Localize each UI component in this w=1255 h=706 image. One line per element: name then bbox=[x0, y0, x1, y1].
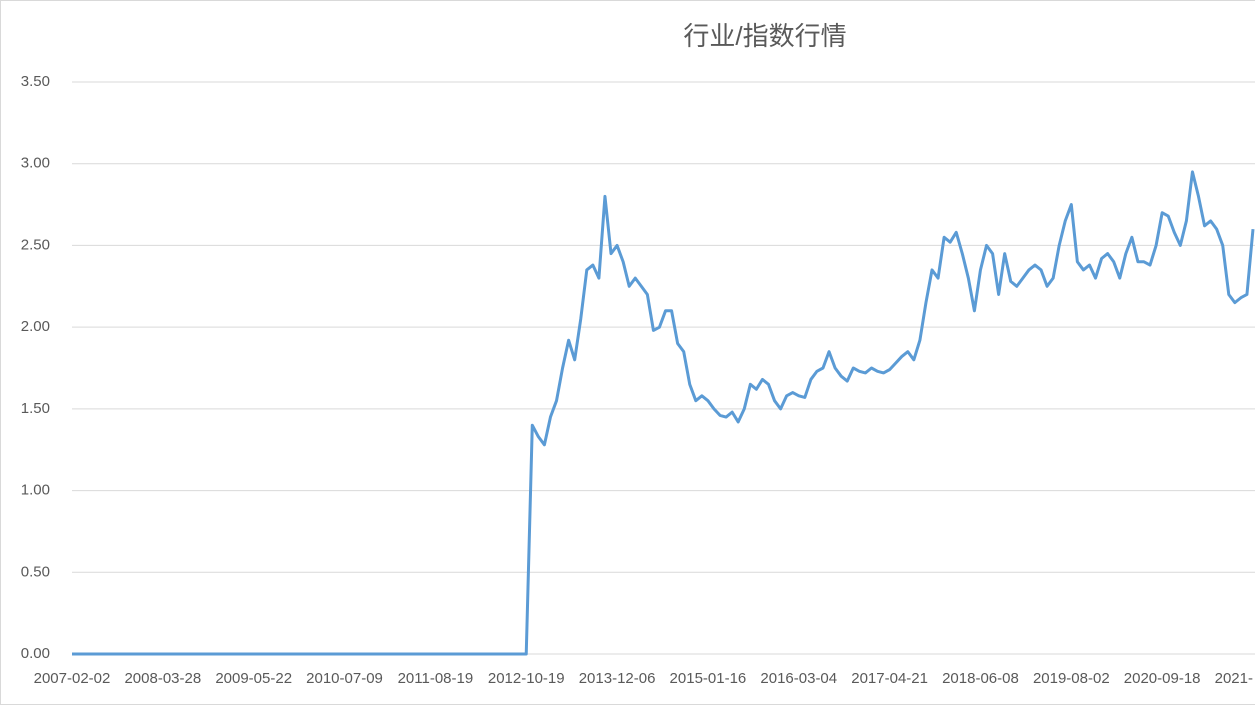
x-tick-label: 2021- bbox=[1215, 670, 1253, 687]
y-tick-label: 1.50 bbox=[21, 400, 50, 417]
x-tick-label: 2020-09-18 bbox=[1124, 670, 1201, 687]
chart-title: 行业/指数行情 bbox=[683, 21, 846, 51]
x-tick-label: 2012-10-19 bbox=[488, 670, 565, 687]
x-tick-label: 2009-05-22 bbox=[215, 670, 292, 687]
y-tick-label: 0.50 bbox=[21, 563, 50, 580]
x-tick-label: 2017-04-21 bbox=[851, 670, 928, 687]
y-tick-label: 2.00 bbox=[21, 318, 50, 335]
x-tick-label: 2007-02-02 bbox=[34, 670, 111, 687]
data-line bbox=[72, 170, 1255, 656]
y-tick-label: 3.50 bbox=[21, 73, 50, 90]
x-tick-label: 2011-08-19 bbox=[398, 670, 474, 687]
x-tick-label: 2015-01-16 bbox=[670, 670, 747, 687]
y-tick-label: 3.00 bbox=[21, 155, 50, 172]
y-tick-label: 1.00 bbox=[21, 482, 50, 499]
x-tick-label: 2018-06-08 bbox=[942, 670, 1019, 687]
y-tick-label: 0.00 bbox=[21, 645, 50, 662]
x-tick-label: 2008-03-28 bbox=[124, 670, 201, 687]
x-tick-label: 2016-03-04 bbox=[760, 670, 837, 687]
x-tick-label: 2013-12-06 bbox=[579, 670, 656, 687]
y-tick-label: 2.50 bbox=[21, 236, 50, 253]
x-tick-label: 2010-07-09 bbox=[306, 670, 383, 687]
x-tick-label: 2019-08-02 bbox=[1033, 670, 1110, 687]
